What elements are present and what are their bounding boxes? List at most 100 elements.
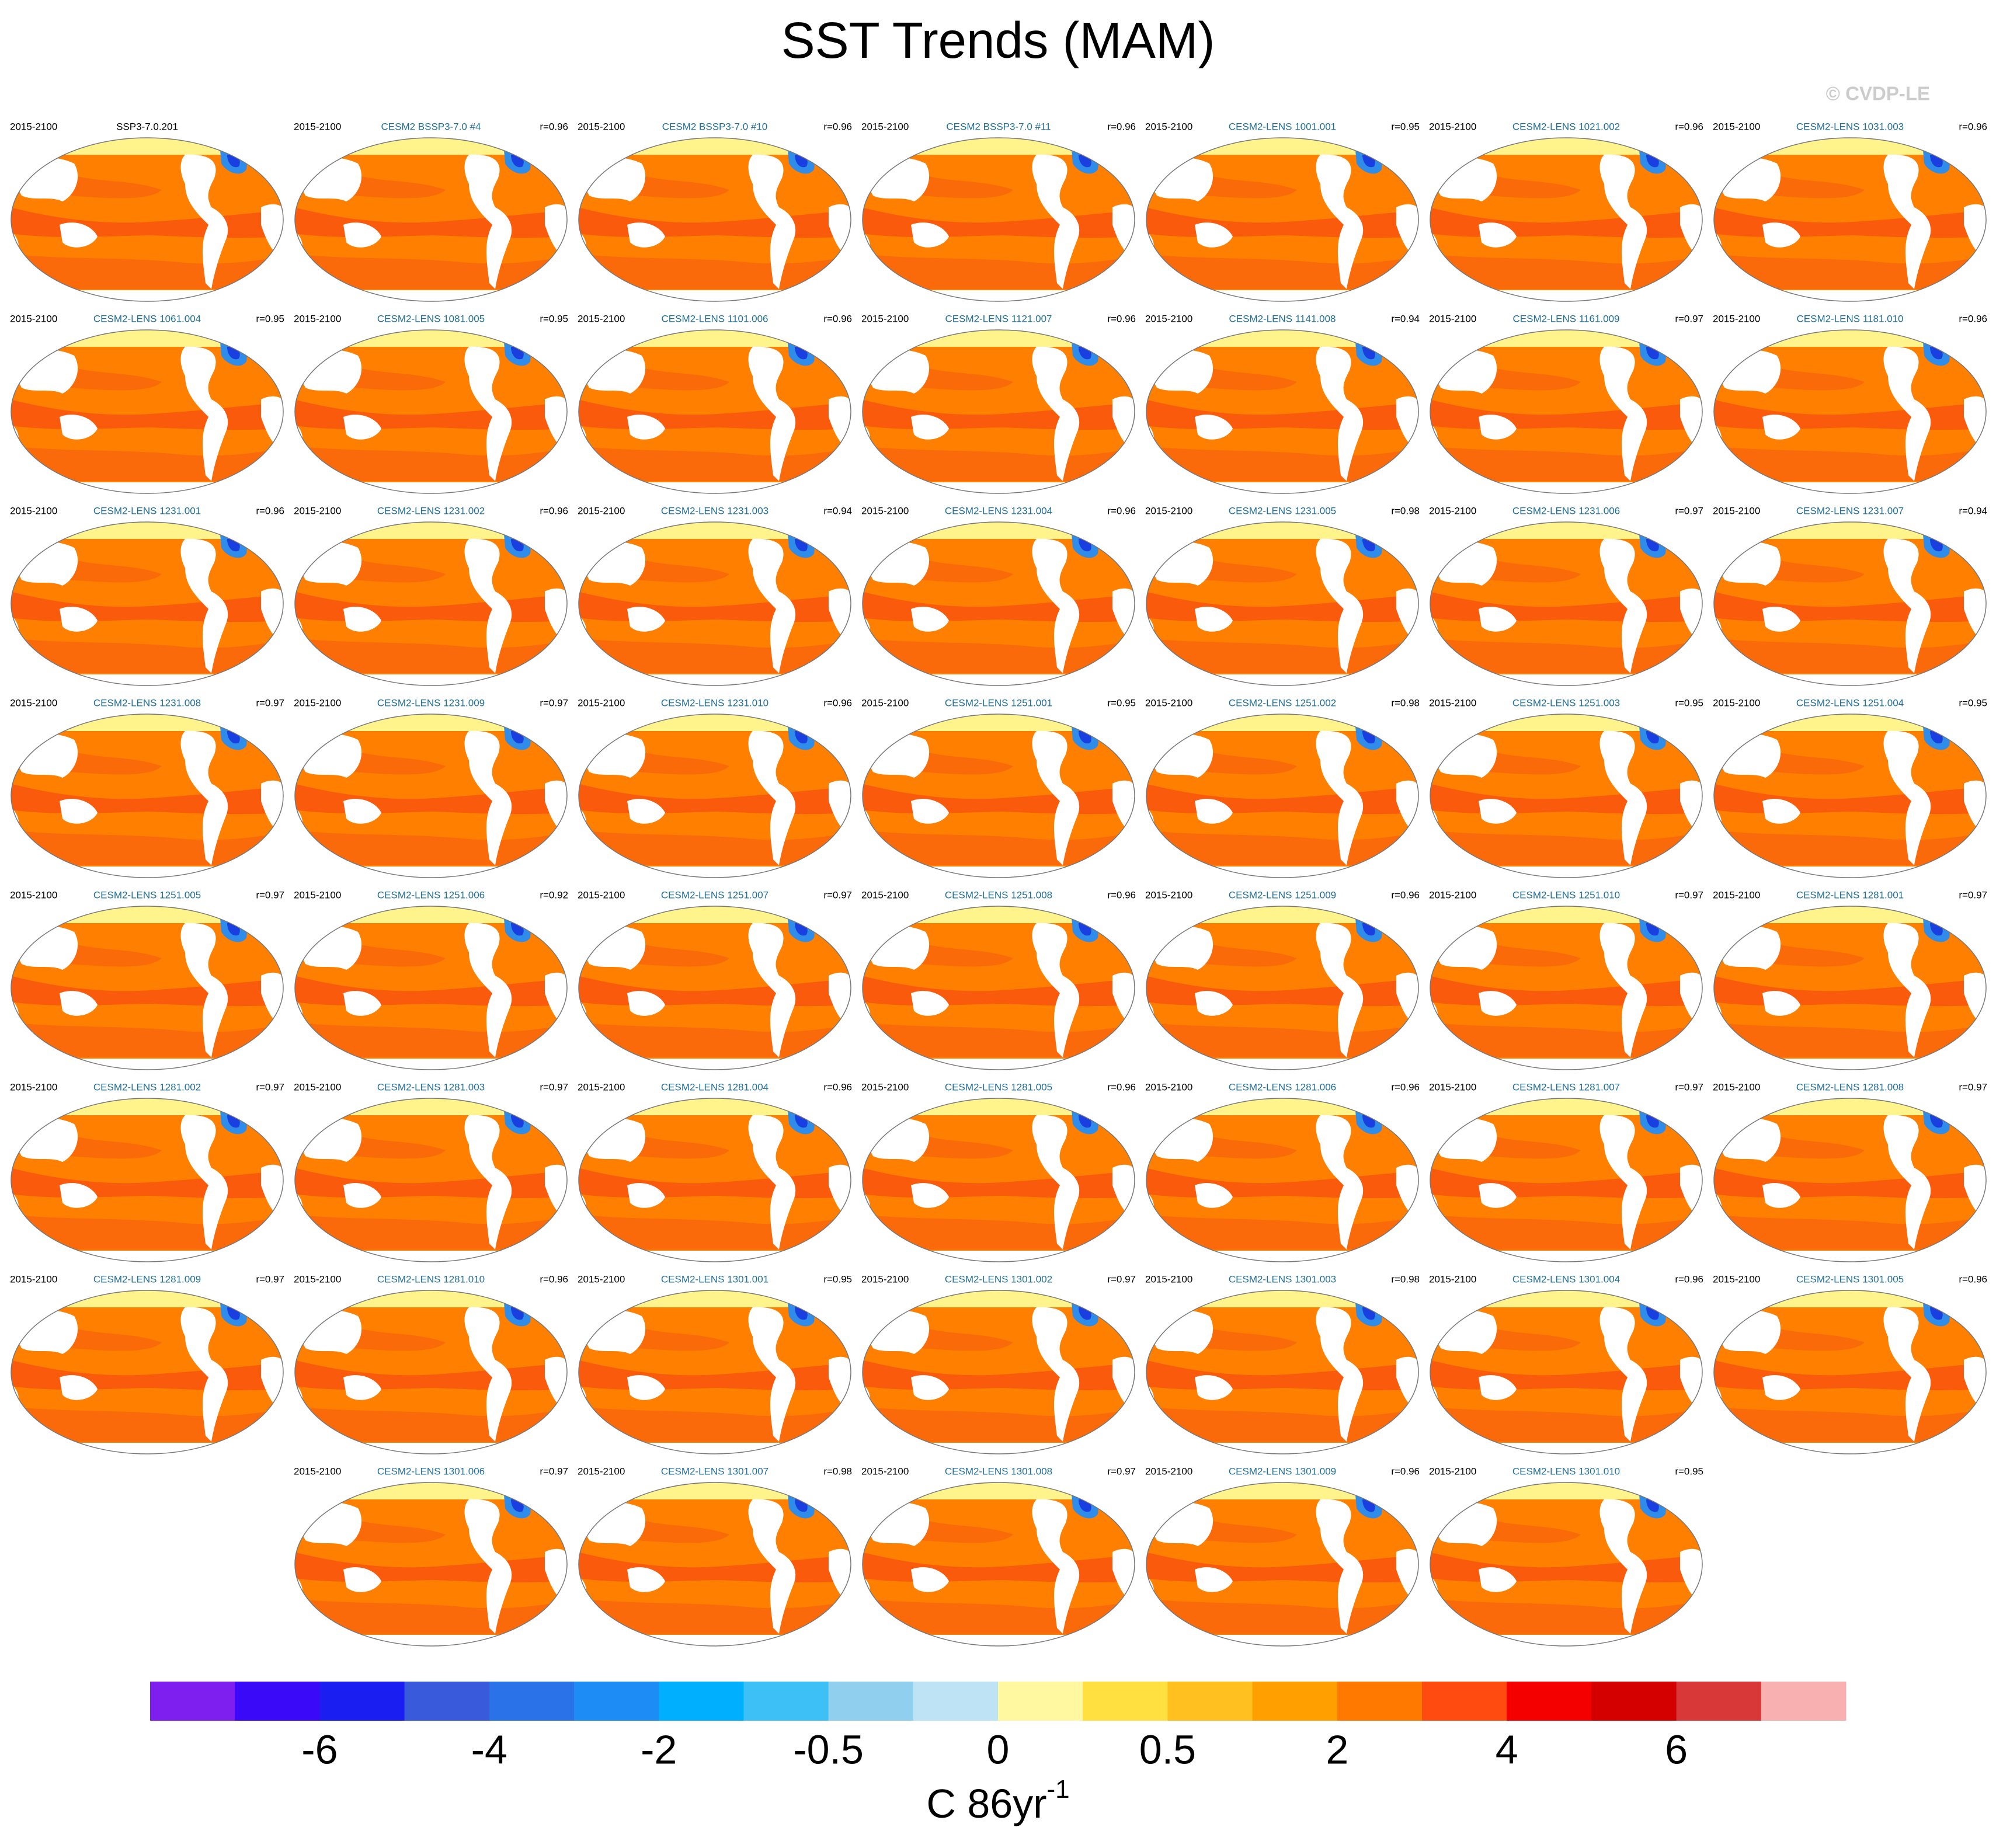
- colorbar-swatch: [404, 1682, 490, 1721]
- panel-period: 2015-2100: [861, 697, 909, 708]
- panel-title: CESM2-LENS 1251.009: [1229, 889, 1336, 900]
- panel-title: CESM2-LENS 1061.004: [93, 313, 201, 324]
- panel-r: r=0.97: [823, 889, 852, 900]
- map-panel: 2015-2100 CESM2-LENS 1231.009 r=0.97: [294, 697, 568, 881]
- panel-period: 2015-2100: [1713, 313, 1760, 324]
- panel-title: CESM2-LENS 1301.009: [1229, 1466, 1336, 1477]
- panel-period: 2015-2100: [294, 1466, 341, 1477]
- panel-title: CESM2-LENS 1031.003: [1796, 121, 1904, 132]
- colorbar-swatch: [574, 1682, 659, 1721]
- colorbar-swatch: [1252, 1682, 1338, 1721]
- panel-r: r=0.97: [1959, 889, 1987, 900]
- panel-title: CESM2-LENS 1231.009: [377, 697, 485, 708]
- figure-title: SST Trends (MAM): [781, 12, 1215, 69]
- map-panel: 2015-2100 CESM2-LENS 1301.004 r=0.96: [1429, 1273, 1703, 1457]
- panel-period: 2015-2100: [294, 697, 341, 708]
- colorbar-swatch: [1422, 1682, 1507, 1721]
- map-panel: 2015-2100 CESM2-LENS 1301.005 r=0.96: [1713, 1273, 1987, 1457]
- panel-period: 2015-2100: [578, 313, 625, 324]
- colorbar-swatch: [998, 1682, 1083, 1721]
- map-panel: 2015-2100 CESM2-LENS 1281.009 r=0.97: [10, 1273, 284, 1457]
- panel-period: 2015-2100: [1713, 505, 1760, 516]
- panel-r: r=0.96: [823, 1081, 852, 1092]
- map-panel: 2015-2100 CESM2-LENS 1301.010 r=0.95: [1429, 1466, 1703, 1649]
- map-panel: 2015-2100 CESM2-LENS 1231.005 r=0.98: [1145, 505, 1420, 689]
- map: [1145, 137, 1420, 305]
- map: [1429, 329, 1703, 497]
- map-panel: 2015-2100 CESM2-LENS 1251.009 r=0.96: [1145, 889, 1420, 1073]
- map: [1713, 1098, 1987, 1265]
- panel-period: 2015-2100: [10, 889, 57, 900]
- map: [861, 137, 1136, 305]
- panel-r: r=0.96: [1959, 313, 1987, 324]
- map-panel: 2015-2100 CESM2-LENS 1101.006 r=0.96: [578, 313, 852, 497]
- map-panel: 2015-2100 CESM2-LENS 1141.008 r=0.94: [1145, 313, 1420, 497]
- map-panel: 2015-2100 CESM2-LENS 1281.002 r=0.97: [10, 1081, 284, 1265]
- panel-title: CESM2-LENS 1281.004: [661, 1081, 769, 1092]
- panel-r: r=0.95: [823, 1273, 852, 1285]
- panel-period: 2015-2100: [1429, 1081, 1476, 1092]
- map: [1713, 1290, 1987, 1457]
- panel-title: CESM2 BSSP3-7.0 #10: [662, 121, 767, 132]
- map: [1429, 1482, 1703, 1649]
- map: [1713, 137, 1987, 305]
- panel-title: CESM2-LENS 1251.006: [377, 889, 485, 900]
- map-panel: 2015-2100 CESM2-LENS 1231.001 r=0.96: [10, 505, 284, 689]
- map-panel: 2015-2100 CESM2-LENS 1281.004 r=0.96: [578, 1081, 852, 1265]
- panel-period: 2015-2100: [1145, 1466, 1192, 1477]
- colorbar-swatch: [913, 1682, 999, 1721]
- panel-title: CESM2-LENS 1251.005: [93, 889, 201, 900]
- panel-title: CESM2-LENS 1251.010: [1512, 889, 1620, 900]
- panel-r: r=0.96: [1391, 1466, 1420, 1477]
- panel-title: CESM2-LENS 1231.008: [93, 697, 201, 708]
- panel-r: r=0.96: [1675, 121, 1703, 132]
- map: [861, 714, 1136, 881]
- map: [1713, 714, 1987, 881]
- panel-title: CESM2-LENS 1231.007: [1796, 505, 1904, 516]
- panel-title: CESM2-LENS 1301.003: [1229, 1273, 1336, 1285]
- map: [10, 1098, 284, 1265]
- panel-title: CESM2-LENS 1021.002: [1512, 121, 1620, 132]
- map-panel: 2015-2100 CESM2-LENS 1251.003 r=0.95: [1429, 697, 1703, 881]
- panel-r: r=0.97: [1675, 889, 1703, 900]
- map: [578, 137, 852, 305]
- map: [294, 1482, 568, 1649]
- panel-title: CESM2 BSSP3-7.0 #4: [381, 121, 481, 132]
- colorbar-swatch: [1591, 1682, 1677, 1721]
- panel-title: CESM2-LENS 1251.003: [1512, 697, 1620, 708]
- colorbar-swatch: [743, 1682, 829, 1721]
- map: [294, 1098, 568, 1265]
- panel-r: r=0.97: [1107, 1273, 1136, 1285]
- panel-title: CESM2-LENS 1251.007: [661, 889, 769, 900]
- map-panel: 2015-2100 CESM2-LENS 1081.005 r=0.95: [294, 313, 568, 497]
- panel-period: 2015-2100: [1145, 121, 1192, 132]
- panel-title: CESM2-LENS 1231.010: [661, 697, 769, 708]
- panel-r: r=0.95: [1107, 697, 1136, 708]
- panel-title: CESM2-LENS 1281.001: [1796, 889, 1904, 900]
- map-panel: 2015-2100 CESM2-LENS 1301.006 r=0.97: [294, 1466, 568, 1649]
- panel-r: r=0.97: [1675, 1081, 1703, 1092]
- panel-period: 2015-2100: [1145, 697, 1192, 708]
- panel-period: 2015-2100: [861, 889, 909, 900]
- copyright: © CVDP-LE: [1826, 83, 1930, 105]
- map: [294, 906, 568, 1073]
- map-panel: 2015-2100 CESM2-LENS 1281.006 r=0.96: [1145, 1081, 1420, 1265]
- panel-r: r=0.95: [1959, 697, 1987, 708]
- colorbar-label: -0.5: [793, 1727, 864, 1772]
- map: [578, 714, 852, 881]
- panel-title: CESM2-LENS 1101.006: [661, 313, 768, 324]
- units-superscript: -1: [1047, 1775, 1070, 1804]
- panel-period: 2015-2100: [1145, 1081, 1192, 1092]
- map: [1713, 906, 1987, 1073]
- map-panel: 2015-2100 CESM2-LENS 1281.010 r=0.96: [294, 1273, 568, 1457]
- map-panel: 2015-2100 CESM2-LENS 1281.005 r=0.96: [861, 1081, 1136, 1265]
- panel-title: CESM2-LENS 1281.007: [1512, 1081, 1620, 1092]
- map-panel: 2015-2100 CESM2-LENS 1251.001 r=0.95: [861, 697, 1136, 881]
- colorbar-swatch: [1507, 1682, 1592, 1721]
- map: [861, 521, 1136, 689]
- map: [1429, 1290, 1703, 1457]
- panel-r: r=0.97: [256, 697, 284, 708]
- colorbar-swatch: [319, 1682, 405, 1721]
- map-panel: 2015-2100 CESM2-LENS 1251.002 r=0.98: [1145, 697, 1420, 881]
